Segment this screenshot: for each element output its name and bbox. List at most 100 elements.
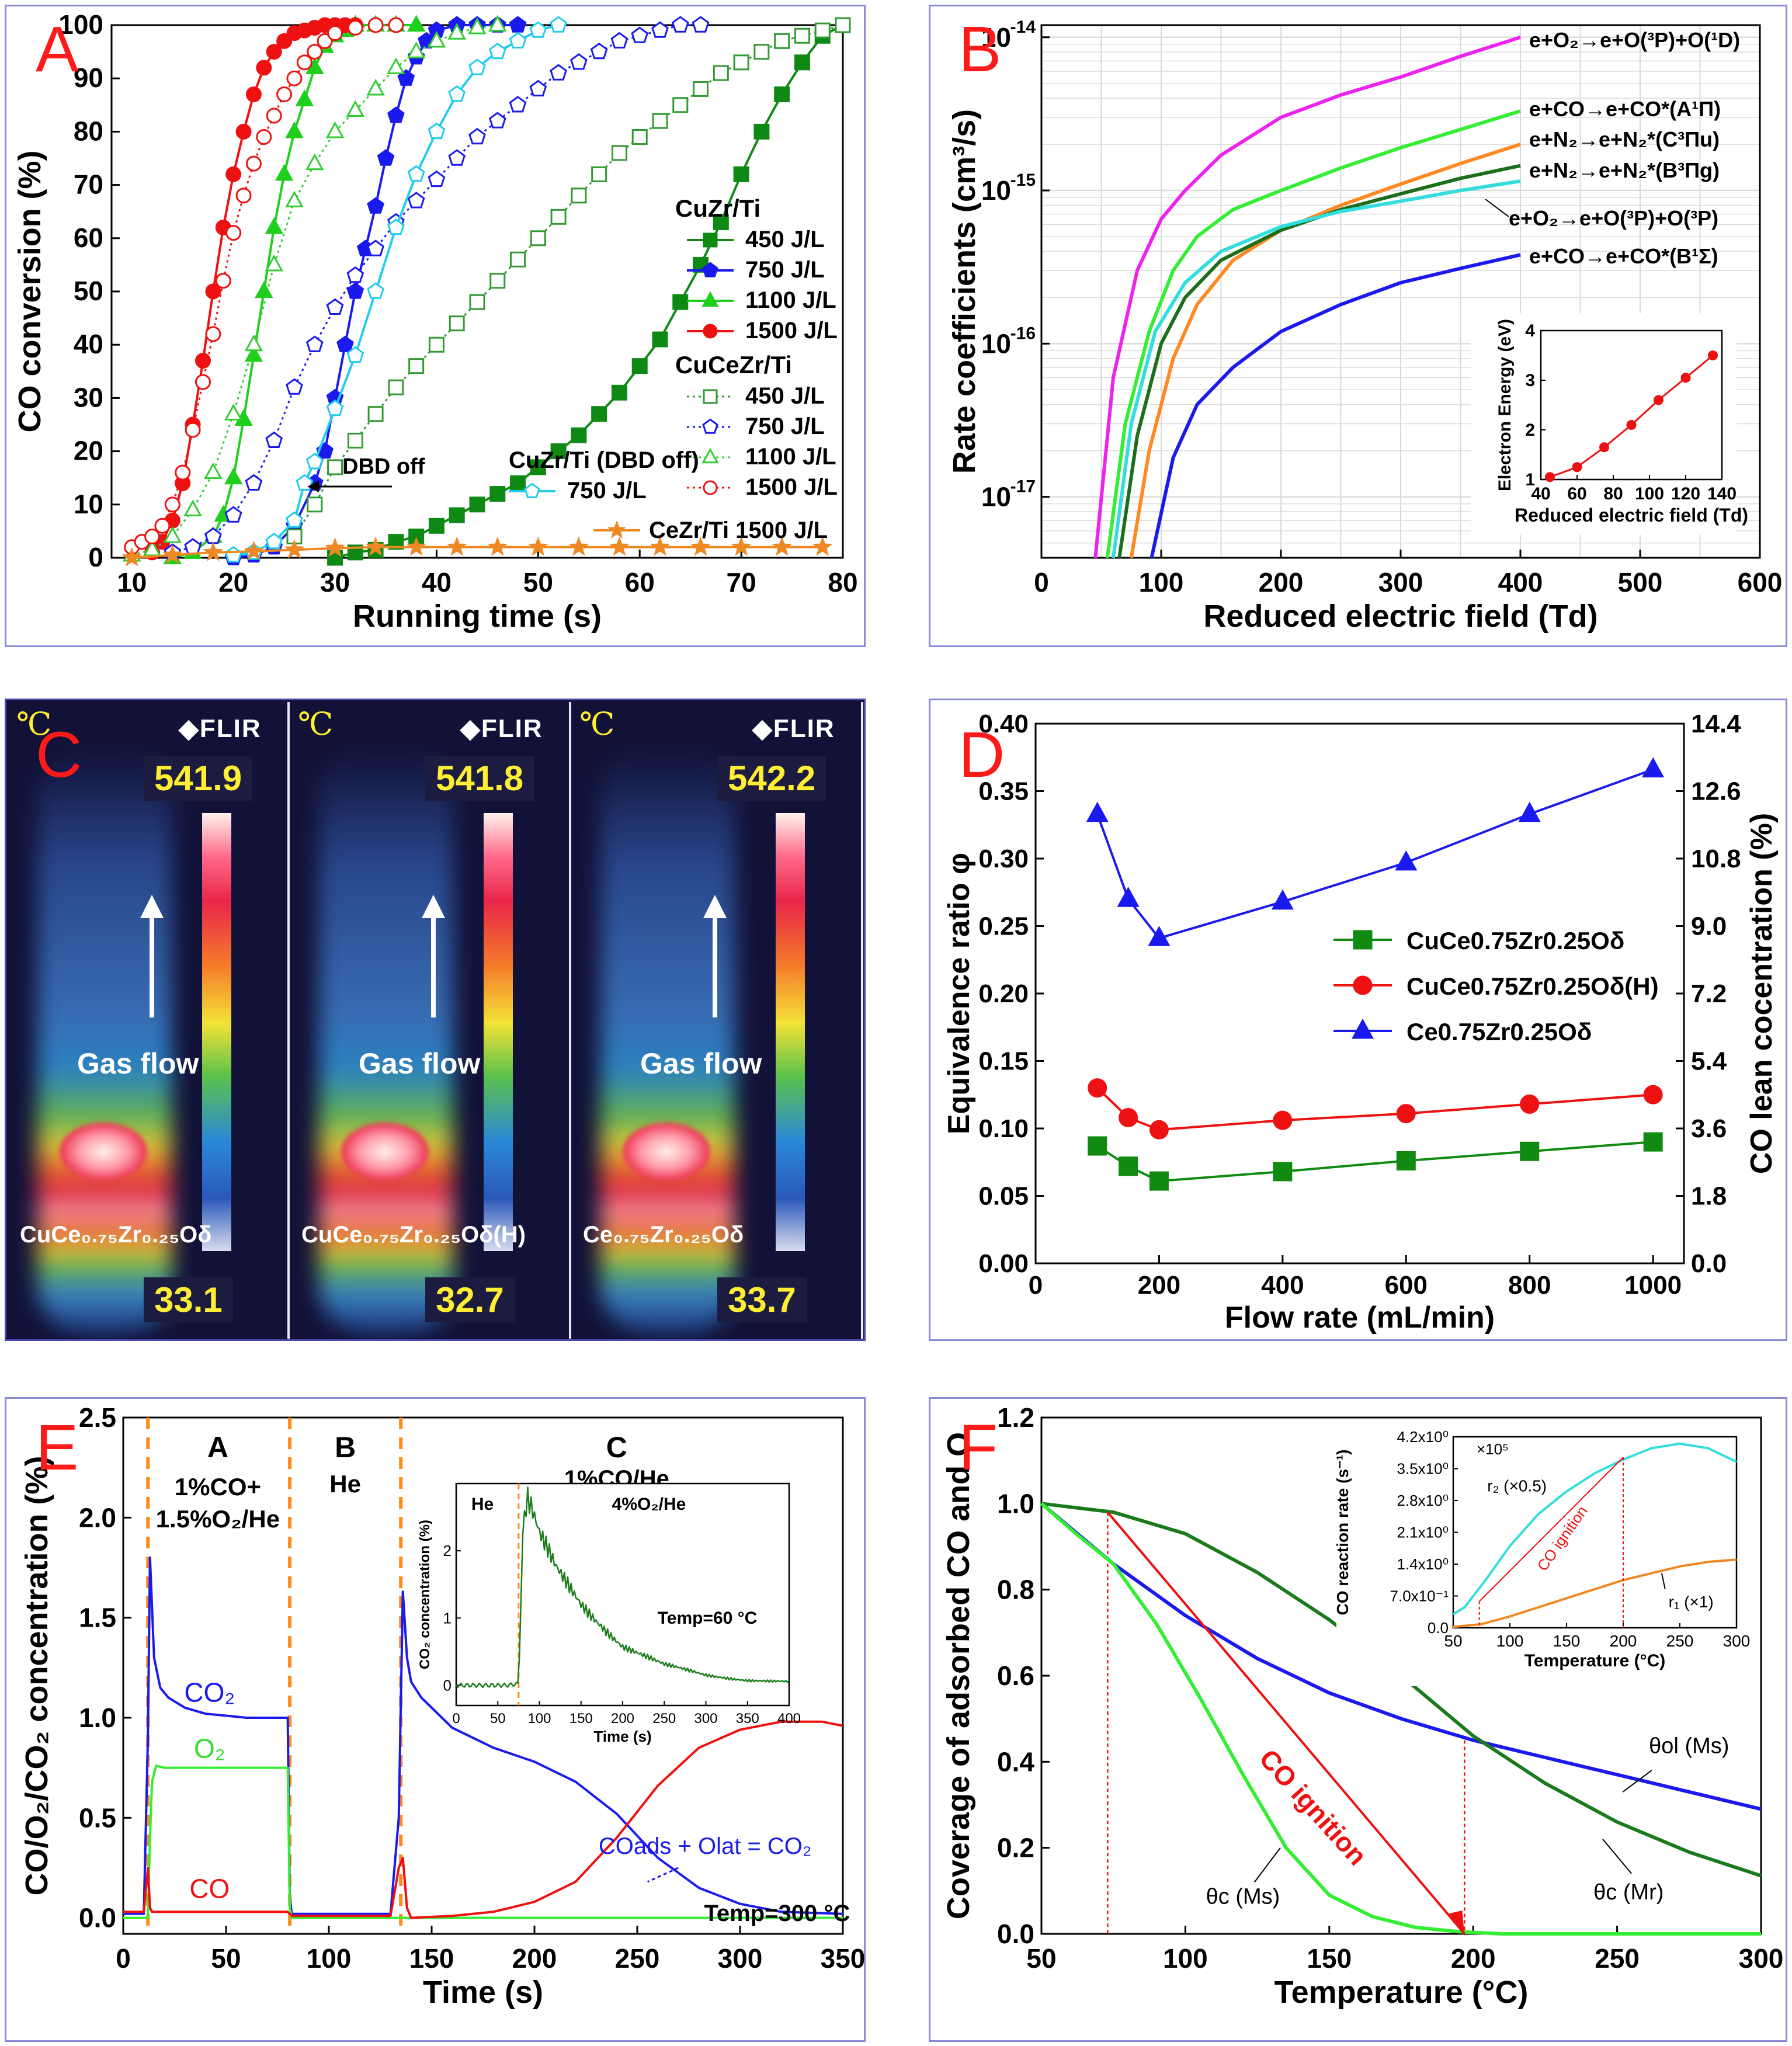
a-point bbox=[406, 536, 426, 556]
a-point bbox=[693, 81, 709, 97]
a-point bbox=[286, 70, 303, 86]
a-point bbox=[245, 474, 263, 491]
a-point bbox=[307, 496, 323, 513]
b-pointer bbox=[1485, 199, 1509, 217]
a-point bbox=[407, 41, 426, 58]
a-point bbox=[671, 16, 689, 33]
a-point bbox=[611, 384, 627, 401]
a-point bbox=[570, 53, 588, 70]
d-legend-label: CuCe0.75Zr0.25Oδ(H) bbox=[1406, 972, 1659, 1000]
a-point bbox=[550, 64, 567, 81]
e-label-eq: COads + Olat = CO₂ bbox=[599, 1833, 812, 1859]
f-ytick-label: 0.0 bbox=[997, 1919, 1034, 1949]
a-point bbox=[215, 273, 231, 289]
panel-a: 10 20 30 40 50 60 70 80 0 10 20 30 40 50 60 70 80 90 100 Ru… bbox=[5, 5, 866, 647]
a-point bbox=[195, 353, 211, 369]
b-xtick-label: 200 bbox=[1259, 567, 1304, 598]
heat-plume bbox=[319, 749, 453, 1333]
min-temp: 33.1 bbox=[144, 1277, 233, 1322]
b-reaction-label: e+O₂→e+O(³P)+O(³P) bbox=[1509, 206, 1718, 230]
d-point bbox=[1086, 801, 1109, 822]
a-point bbox=[774, 86, 790, 103]
a-point bbox=[367, 406, 384, 422]
e-label-o2: O₂ bbox=[194, 1733, 225, 1763]
a-point bbox=[487, 536, 508, 556]
d-point bbox=[1643, 1085, 1663, 1104]
e-inset-ytick-label: 2 bbox=[443, 1542, 452, 1559]
e-inset-frame bbox=[455, 1482, 790, 1707]
d-point bbox=[1117, 887, 1140, 907]
chart-b: 0 100 200 300 400 500 60010-1710-1610-1510-14R… bbox=[947, 18, 1782, 634]
a-point bbox=[529, 79, 547, 97]
sample-label: Ce₀.₇₅Zr₀.₂₅Oδ bbox=[583, 1222, 744, 1248]
b-ytick-exp: -14 bbox=[1010, 18, 1036, 37]
thermal-image: ℃ ◆FLIR 542.2 Gas flow Ce₀.₇₅Zr₀.₂₅Oδ 33.7 bbox=[571, 702, 863, 1339]
a-point bbox=[609, 536, 630, 556]
a-point bbox=[590, 42, 608, 60]
a-point bbox=[245, 86, 262, 103]
b-xtick-label: 100 bbox=[1139, 567, 1184, 598]
f-inset-ytick-label: 1.4x10⁰ bbox=[1397, 1555, 1449, 1573]
d-point bbox=[1273, 1162, 1293, 1182]
e-series-line bbox=[123, 1764, 843, 1919]
a-point bbox=[388, 379, 404, 395]
d-point bbox=[1396, 1151, 1416, 1170]
d-legend-marker bbox=[1351, 1018, 1374, 1039]
a-point bbox=[367, 239, 384, 256]
e-xlabel: Time (s) bbox=[423, 1975, 543, 2010]
a-point bbox=[428, 517, 444, 534]
e-ytick-label: 1.0 bbox=[79, 1703, 116, 1733]
color-scale-bar bbox=[484, 813, 513, 1251]
b-inset-xtick-label: 100 bbox=[1635, 484, 1664, 503]
max-temp: 542.2 bbox=[717, 756, 826, 801]
max-temp: 541.9 bbox=[144, 756, 253, 801]
e-inset-xtick-label: 300 bbox=[694, 1711, 717, 1727]
f-ytick-label: 0.6 bbox=[997, 1661, 1034, 1691]
flow-arrow-head bbox=[422, 895, 445, 918]
a-legend-group2: CuCeZr/Ti bbox=[675, 351, 792, 378]
a-point bbox=[672, 97, 689, 113]
f-xtick-label: 50 bbox=[1026, 1943, 1056, 1974]
e-inset-xtick-label: 100 bbox=[527, 1711, 551, 1727]
e-xtick-label: 150 bbox=[409, 1943, 454, 1974]
d-ytick-label: 0.20 bbox=[978, 979, 1029, 1008]
a-point bbox=[468, 58, 486, 75]
a-point bbox=[224, 404, 243, 421]
f-ytick-label: 0.8 bbox=[997, 1575, 1034, 1605]
a-ytick-label: 50 bbox=[74, 276, 103, 306]
b-ylabel: Rate coefficients (cm³/s) bbox=[947, 109, 982, 474]
flir-logo: ◆FLIR bbox=[179, 714, 262, 743]
a-point bbox=[286, 511, 303, 528]
d-y2tick-label: 14.4 bbox=[1691, 710, 1741, 738]
d-y2tick-label: 3.6 bbox=[1691, 1114, 1727, 1143]
b-ytick-exp: -16 bbox=[1010, 324, 1036, 343]
a-xtick-label: 80 bbox=[828, 567, 857, 598]
f-inset-ytick-label: 2.8x10⁰ bbox=[1397, 1492, 1449, 1509]
d-xtick-label: 400 bbox=[1261, 1271, 1304, 1300]
a-point bbox=[325, 121, 345, 138]
a-legend-label: 1500 J/L bbox=[745, 474, 838, 500]
temp-unit: ℃ bbox=[579, 706, 615, 742]
f-ytick-label: 1.2 bbox=[997, 1402, 1034, 1433]
a-point bbox=[652, 331, 668, 348]
f-inset-exp: ×10⁵ bbox=[1477, 1440, 1509, 1458]
d-series-line bbox=[1096, 1087, 1654, 1131]
panel-d: 0 200 400 600 800 1000 0.00 0.0 0.05 1.8 0.10 3.6 0.… bbox=[929, 699, 1787, 1341]
d-legend-label: Ce0.75Zr0.25Oδ bbox=[1406, 1018, 1592, 1045]
d-y2tick-label: 12.6 bbox=[1691, 777, 1741, 806]
b-series-line bbox=[1129, 143, 1521, 558]
d-point bbox=[1643, 1132, 1663, 1152]
a-point bbox=[611, 145, 627, 161]
a-point bbox=[224, 506, 242, 523]
e-inset-he: He bbox=[471, 1495, 494, 1514]
f-xlabel: Temperature (°C) bbox=[1274, 1975, 1529, 2010]
a-point bbox=[427, 30, 446, 48]
a-annotation-arrowhead bbox=[307, 481, 319, 492]
f-ytick-label: 0.4 bbox=[997, 1746, 1034, 1777]
e-ytick-label: 1.5 bbox=[79, 1603, 116, 1633]
d-point bbox=[1395, 850, 1418, 871]
d-point bbox=[1520, 1141, 1540, 1161]
a-point bbox=[814, 22, 831, 39]
f-series-line bbox=[1106, 1511, 1465, 1935]
e-plot-frame bbox=[122, 1416, 844, 1935]
